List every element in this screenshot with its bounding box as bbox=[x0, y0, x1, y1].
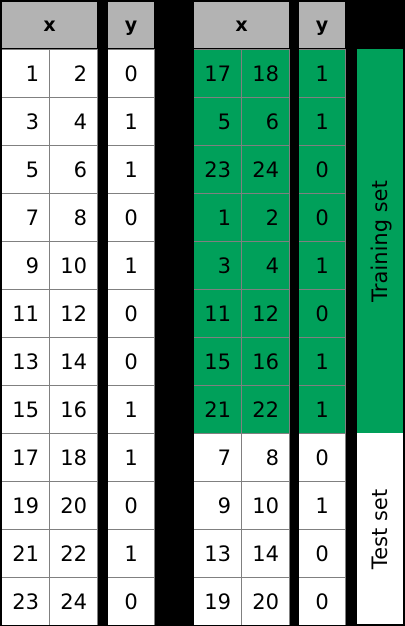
shuffled-x1-cell: 15 bbox=[194, 337, 242, 385]
original-y-cell: 1 bbox=[108, 385, 155, 433]
original-y-cell: 1 bbox=[108, 529, 155, 577]
original-x2-cell: 24 bbox=[50, 577, 98, 625]
original-x1-cell: 13 bbox=[2, 337, 50, 385]
training-set-text: Training set bbox=[368, 180, 393, 302]
original-x2-cell: 6 bbox=[50, 145, 98, 193]
training-set-label: Training set bbox=[357, 49, 403, 433]
shuffled-x2-cell: 2 bbox=[242, 193, 290, 241]
shuffled-x1-cell: 19 bbox=[194, 577, 242, 625]
shuffled-x1-cell: 11 bbox=[194, 289, 242, 337]
shuffled-x1-cell: 13 bbox=[194, 529, 242, 577]
original-x2-cell: 16 bbox=[50, 385, 98, 433]
shuffled-x2-cell: 10 bbox=[242, 481, 290, 529]
original-x1-cell: 21 bbox=[2, 529, 50, 577]
shuffled-x1-cell: 9 bbox=[194, 481, 242, 529]
original-x1-cell: 5 bbox=[2, 145, 50, 193]
shuffled-x2-cell: 24 bbox=[242, 145, 290, 193]
test-set-label: Test set bbox=[357, 433, 403, 624]
shuffled-x1-cell: 21 bbox=[194, 385, 242, 433]
original-x2-cell: 22 bbox=[50, 529, 98, 577]
original-y-cell: 0 bbox=[108, 49, 155, 97]
shuffled-x2-cell: 18 bbox=[242, 49, 290, 97]
shuffled-y-cell: 1 bbox=[299, 97, 346, 145]
original-x2-cell: 4 bbox=[50, 97, 98, 145]
original-x2-cell: 8 bbox=[50, 193, 98, 241]
original-y-cell: 0 bbox=[108, 337, 155, 385]
shuffled-y-cell: 1 bbox=[299, 481, 346, 529]
original-y-header: y bbox=[108, 2, 155, 48]
test-set-text: Test set bbox=[368, 488, 392, 569]
shuffled-y-cell: 1 bbox=[299, 49, 346, 97]
shuffled-y-cell: 0 bbox=[299, 145, 346, 193]
shuffled-y-header: y bbox=[299, 2, 346, 48]
original-x2-cell: 18 bbox=[50, 433, 98, 481]
shuffled-y-cell: 1 bbox=[299, 241, 346, 289]
original-x2-cell: 10 bbox=[50, 241, 98, 289]
shuffled-y-cell: 0 bbox=[299, 433, 346, 481]
original-y-cell: 0 bbox=[108, 481, 155, 529]
shuffled-x1-cell: 3 bbox=[194, 241, 242, 289]
shuffled-x2-cell: 4 bbox=[242, 241, 290, 289]
original-y-cell: 1 bbox=[108, 145, 155, 193]
shuffled-x1-cell: 7 bbox=[194, 433, 242, 481]
shuffled-y-cell: 1 bbox=[299, 385, 346, 433]
original-x1-cell: 7 bbox=[2, 193, 50, 241]
original-x1-cell: 9 bbox=[2, 241, 50, 289]
shuffled-y-cell: 0 bbox=[299, 577, 346, 625]
shuffled-y-cell: 0 bbox=[299, 529, 346, 577]
shuffled-y-cell: 0 bbox=[299, 289, 346, 337]
shuffled-x2-cell: 8 bbox=[242, 433, 290, 481]
original-x1-cell: 3 bbox=[2, 97, 50, 145]
shuffled-x2-cell: 22 bbox=[242, 385, 290, 433]
original-x2-cell: 14 bbox=[50, 337, 98, 385]
shuffled-x2-cell: 12 bbox=[242, 289, 290, 337]
original-y-cell: 1 bbox=[108, 433, 155, 481]
shuffled-x1-cell: 23 bbox=[194, 145, 242, 193]
shuffled-x2-cell: 14 bbox=[242, 529, 290, 577]
shuffled-y-cell: 0 bbox=[299, 193, 346, 241]
original-y-cell: 1 bbox=[108, 241, 155, 289]
original-x1-cell: 23 bbox=[2, 577, 50, 625]
original-x2-cell: 20 bbox=[50, 481, 98, 529]
original-x-header: x bbox=[2, 2, 98, 48]
shuffled-x2-cell: 20 bbox=[242, 577, 290, 625]
original-x2-cell: 2 bbox=[50, 49, 98, 97]
original-x1-cell: 17 bbox=[2, 433, 50, 481]
shuffled-x1-cell: 1 bbox=[194, 193, 242, 241]
original-y-cell: 0 bbox=[108, 289, 155, 337]
shuffled-x1-cell: 5 bbox=[194, 97, 242, 145]
original-x1-cell: 11 bbox=[2, 289, 50, 337]
original-y-cell: 0 bbox=[108, 577, 155, 625]
original-x1-cell: 1 bbox=[2, 49, 50, 97]
original-x1-cell: 19 bbox=[2, 481, 50, 529]
original-x1-cell: 15 bbox=[2, 385, 50, 433]
shuffled-x2-cell: 16 bbox=[242, 337, 290, 385]
shuffled-x-header: x bbox=[194, 2, 290, 48]
shuffled-x1-cell: 17 bbox=[194, 49, 242, 97]
original-x2-cell: 12 bbox=[50, 289, 98, 337]
shuffled-y-cell: 1 bbox=[299, 337, 346, 385]
original-y-cell: 0 bbox=[108, 193, 155, 241]
original-y-cell: 1 bbox=[108, 97, 155, 145]
shuffled-x2-cell: 6 bbox=[242, 97, 290, 145]
